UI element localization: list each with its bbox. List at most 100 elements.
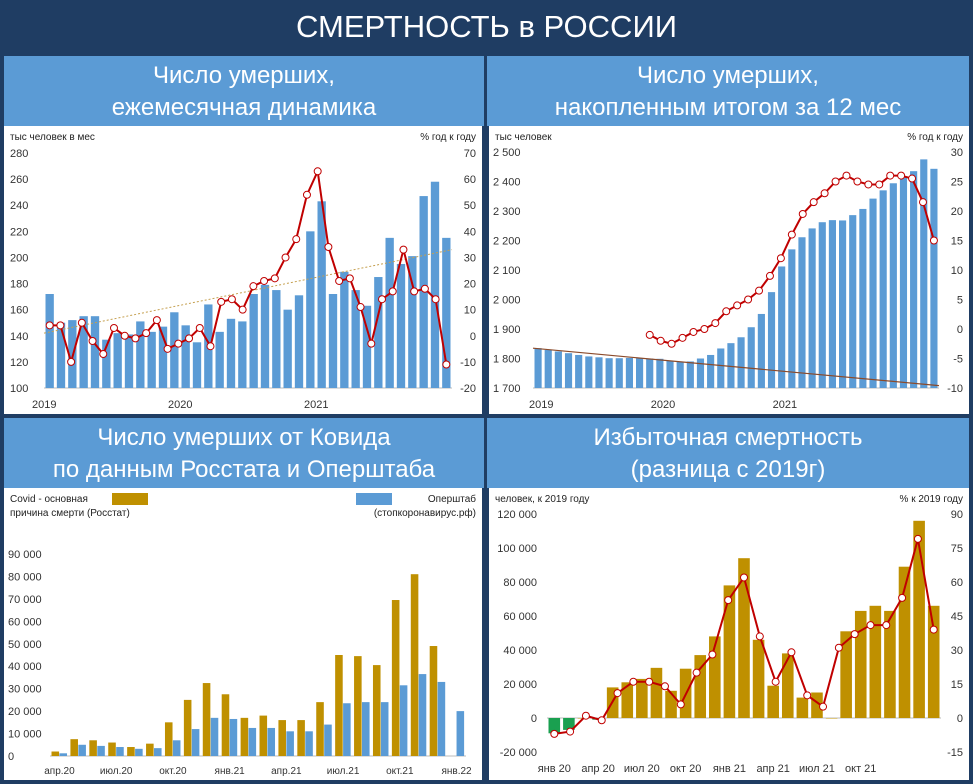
bar — [625, 357, 633, 388]
yoy-point — [67, 357, 76, 366]
bar-rosstat — [108, 742, 116, 756]
y-tick-label: 40 000 — [503, 645, 537, 657]
bar — [544, 349, 552, 388]
x-tick-label: 2021 — [304, 399, 328, 411]
yoy-point — [744, 295, 753, 304]
yoy-point — [399, 245, 408, 254]
y2-tick-label: 50 — [464, 200, 476, 212]
y-tick-label: 140 — [10, 331, 28, 343]
yoy-point — [431, 295, 440, 304]
pct-point — [898, 593, 907, 602]
panel-header-line1: Число умерших от Ковида — [97, 424, 391, 451]
y-tick-label: 10 000 — [8, 729, 42, 741]
bar — [676, 361, 684, 388]
pct-point — [597, 716, 606, 725]
bar-ops — [267, 727, 276, 756]
y2-tick-label: 45 — [951, 611, 963, 623]
yoy-point — [99, 350, 108, 359]
yoy-point — [809, 198, 818, 207]
chart-cumulative-deaths: тыс человек % год к году 1 700 1 800 1 900 2 … — [489, 126, 969, 414]
yoy-point — [711, 319, 720, 328]
yoy-point — [678, 333, 687, 342]
yoy-point — [929, 236, 938, 245]
right-axis-unit: % к 2019 году — [900, 494, 963, 505]
panel-header-covid: Число умерших от Ковида по данным Росста… — [4, 418, 484, 488]
bar-rosstat — [354, 656, 362, 756]
yoy-point — [798, 209, 807, 218]
y-tick-label: 160 — [10, 305, 28, 317]
bar — [738, 558, 750, 718]
bar — [854, 610, 867, 718]
yoy-point — [853, 177, 862, 186]
bar — [385, 237, 394, 388]
bar — [317, 201, 326, 388]
bar-rosstat — [202, 683, 211, 756]
bar-ops — [456, 711, 465, 756]
yoy-point — [120, 331, 129, 340]
x-tick-label: янв.22 — [441, 766, 472, 777]
bar — [147, 331, 156, 388]
legend-rosstat-swatch — [112, 493, 148, 505]
y-tick-label: 20 000 — [8, 706, 42, 718]
bar — [930, 168, 938, 388]
pct-point — [708, 650, 717, 659]
bar — [798, 237, 806, 388]
bar — [696, 358, 705, 388]
bar — [362, 305, 372, 388]
y-tick-label: 30 000 — [8, 684, 42, 696]
y-tick-label: 90 000 — [8, 549, 42, 561]
y2-tick-label: 75 — [951, 543, 963, 555]
bar — [90, 316, 100, 388]
bar — [294, 295, 304, 388]
pct-point — [819, 702, 828, 711]
yoy-point — [152, 316, 161, 325]
yoy-point — [689, 327, 698, 336]
bar — [396, 263, 406, 388]
yoy-point — [656, 336, 665, 345]
left-axis-unit: тыс человек в мес — [10, 132, 95, 143]
bar — [554, 351, 562, 388]
yoy-point — [142, 329, 151, 338]
bar — [158, 326, 168, 388]
yoy-point — [217, 297, 226, 306]
x-tick-label: июл.20 — [100, 766, 133, 777]
y2-tick-label: 5 — [957, 295, 963, 307]
trend-line — [43, 249, 453, 334]
y-tick-label: 40 000 — [8, 661, 42, 673]
y2-tick-label: 30 — [951, 147, 963, 159]
right-axis-unit: % год к году — [420, 132, 476, 143]
yoy-point — [56, 321, 65, 330]
bar — [283, 309, 292, 388]
y-tick-label: 100 000 — [497, 543, 537, 555]
pct-point — [834, 643, 843, 652]
bar-ops — [154, 748, 162, 756]
bar — [796, 697, 809, 718]
bar — [884, 610, 896, 718]
y-tick-label: 2 400 — [493, 177, 521, 189]
y-tick-label: 100 — [10, 383, 28, 395]
yoy-point — [667, 339, 676, 348]
yoy-point — [109, 323, 118, 332]
bar — [889, 183, 897, 388]
bar-ops — [380, 702, 389, 756]
bar-ops — [437, 681, 446, 756]
y2-tick-label: 20 — [464, 279, 476, 291]
y2-tick-label: 70 — [464, 148, 476, 160]
bar — [646, 358, 654, 388]
x-tick-label: окт.20 — [159, 766, 187, 777]
bar — [181, 325, 190, 388]
bar-rosstat — [89, 740, 97, 756]
panel-header-line1: Избыточная смертность — [593, 424, 863, 451]
yoy-point — [410, 287, 419, 296]
y2-tick-label: 0 — [957, 713, 963, 725]
bar — [818, 222, 826, 388]
bar — [727, 343, 735, 388]
y2-tick-label: 10 — [464, 305, 476, 317]
bar — [408, 256, 417, 388]
pct-point — [613, 689, 622, 698]
bar-ops — [191, 729, 200, 756]
x-tick-label: июл 20 — [624, 763, 660, 775]
y-tick-label: 2 500 — [493, 147, 521, 159]
bar-ops — [116, 747, 124, 756]
bar — [913, 520, 925, 718]
